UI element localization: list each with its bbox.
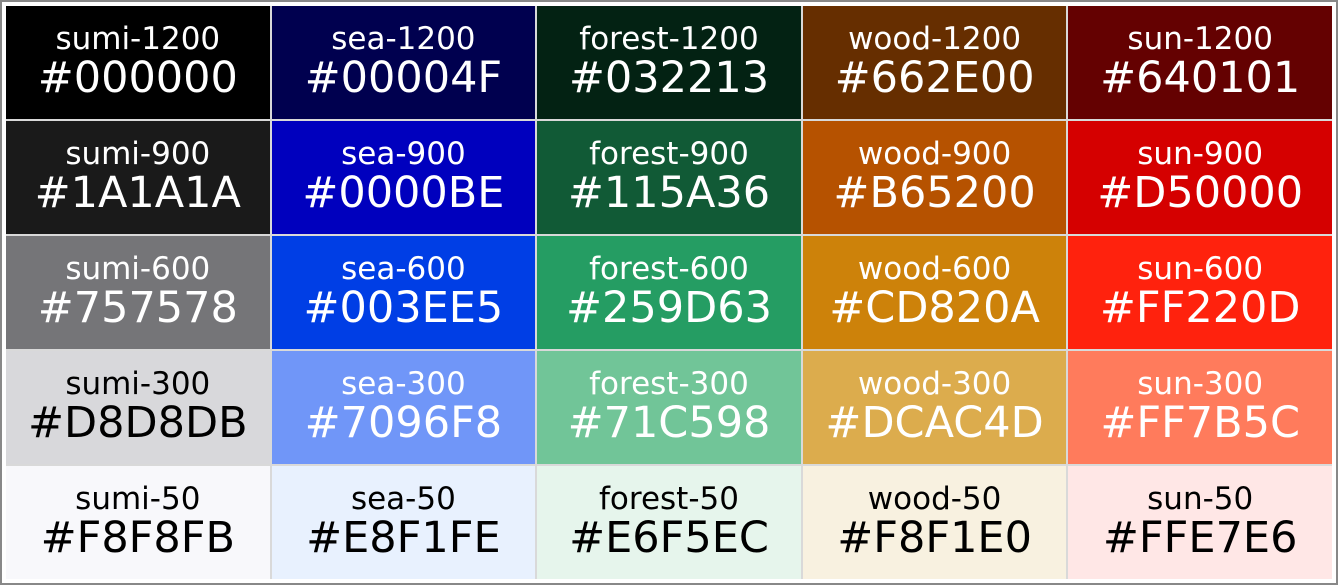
swatch-hex: #F8F8FB bbox=[40, 513, 236, 564]
swatch-sumi-900: sumi-900 #1A1A1A bbox=[6, 121, 270, 234]
swatch-sumi-1200: sumi-1200 #000000 bbox=[6, 6, 270, 119]
swatch-wood-300: wood-300 #DCAC4D bbox=[802, 351, 1067, 464]
swatch-name: sumi-600 bbox=[65, 250, 211, 287]
swatch-name: sun-300 bbox=[1137, 365, 1264, 402]
swatch-sun-1200: sun-1200 #640101 bbox=[1068, 6, 1332, 119]
swatch-name: forest-1200 bbox=[579, 20, 759, 57]
swatch-name: forest-900 bbox=[589, 135, 749, 172]
swatch-name: sun-900 bbox=[1137, 135, 1264, 172]
swatch-hex: #E6F5EC bbox=[569, 513, 769, 564]
swatch-hex: #FF7B5C bbox=[1100, 398, 1301, 449]
swatch-wood-900: wood-900 #B65200 bbox=[802, 121, 1067, 234]
swatch-hex: #662E00 bbox=[834, 53, 1035, 104]
swatch-hex: #F8F1E0 bbox=[837, 513, 1032, 564]
swatch-hex: #7096F8 bbox=[304, 398, 503, 449]
swatch-sea-900: sea-900 #0000BE bbox=[271, 121, 536, 234]
swatch-sun-600: sun-600 #FF220D bbox=[1068, 236, 1332, 349]
swatch-hex: #000000 bbox=[37, 53, 238, 104]
swatch-name: sun-600 bbox=[1137, 250, 1264, 287]
swatch-hex: #00004F bbox=[304, 53, 503, 104]
swatch-forest-900: forest-900 #115A36 bbox=[537, 121, 801, 234]
swatch-name: sea-600 bbox=[341, 250, 466, 287]
swatch-sumi-50: sumi-50 #F8F8FB bbox=[6, 466, 270, 579]
swatch-hex: #FFE7E6 bbox=[1102, 513, 1298, 564]
swatch-hex: #DCAC4D bbox=[825, 398, 1044, 449]
swatch-name: wood-600 bbox=[857, 250, 1012, 287]
swatch-forest-300: forest-300 #71C598 bbox=[537, 351, 801, 464]
swatch-wood-1200: wood-1200 #662E00 bbox=[802, 6, 1067, 119]
swatch-hex: #1A1A1A bbox=[34, 168, 241, 219]
swatch-sun-50: sun-50 #FFE7E6 bbox=[1068, 466, 1332, 579]
swatch-name: sumi-300 bbox=[65, 365, 211, 402]
swatch-name: sun-1200 bbox=[1127, 20, 1273, 57]
swatch-name: forest-50 bbox=[599, 480, 739, 517]
swatch-name: sea-300 bbox=[341, 365, 466, 402]
swatch-hex: #003EE5 bbox=[303, 283, 504, 334]
swatch-forest-600: forest-600 #259D63 bbox=[537, 236, 801, 349]
swatch-name: wood-300 bbox=[857, 365, 1012, 402]
swatch-hex: #B65200 bbox=[833, 168, 1036, 219]
swatch-hex: #E8F1FE bbox=[306, 513, 501, 564]
swatch-name: sumi-50 bbox=[75, 480, 201, 517]
swatch-hex: #032213 bbox=[568, 53, 770, 104]
swatch-hex: #FF220D bbox=[1099, 283, 1301, 334]
color-swatch-grid: sumi-1200 #000000 sea-1200 #00004F fores… bbox=[6, 6, 1332, 579]
swatch-forest-1200: forest-1200 #032213 bbox=[537, 6, 801, 119]
swatch-hex: #D8D8DB bbox=[28, 398, 248, 449]
swatch-forest-50: forest-50 #E6F5EC bbox=[537, 466, 801, 579]
swatch-sea-50: sea-50 #E8F1FE bbox=[271, 466, 536, 579]
swatch-hex: #757578 bbox=[37, 283, 238, 334]
swatch-name: sumi-1200 bbox=[55, 20, 221, 57]
swatch-name: sea-50 bbox=[350, 480, 456, 517]
swatch-name: wood-50 bbox=[867, 480, 1002, 517]
swatch-name: sea-900 bbox=[341, 135, 466, 172]
swatch-name: forest-300 bbox=[589, 365, 749, 402]
swatch-sea-1200: sea-1200 #00004F bbox=[271, 6, 536, 119]
swatch-sun-900: sun-900 #D50000 bbox=[1068, 121, 1332, 234]
swatch-name: forest-600 bbox=[589, 250, 749, 287]
swatch-name: wood-1200 bbox=[848, 20, 1022, 57]
swatch-wood-600: wood-600 #CD820A bbox=[802, 236, 1067, 349]
swatch-wood-50: wood-50 #F8F1E0 bbox=[802, 466, 1067, 579]
swatch-name: sea-1200 bbox=[331, 20, 476, 57]
swatch-hex: #640101 bbox=[1100, 53, 1301, 104]
swatch-sumi-300: sumi-300 #D8D8DB bbox=[6, 351, 270, 464]
swatch-name: sun-50 bbox=[1147, 480, 1254, 517]
swatch-name: sumi-900 bbox=[65, 135, 211, 172]
swatch-sun-300: sun-300 #FF7B5C bbox=[1068, 351, 1332, 464]
swatch-hex: #0000BE bbox=[302, 168, 505, 219]
swatch-name: wood-900 bbox=[857, 135, 1012, 172]
swatch-sumi-600: sumi-600 #757578 bbox=[6, 236, 270, 349]
swatch-hex: #71C598 bbox=[567, 398, 771, 449]
swatch-hex: #115A36 bbox=[567, 168, 771, 219]
swatch-hex: #CD820A bbox=[829, 283, 1040, 334]
swatch-sea-600: sea-600 #003EE5 bbox=[271, 236, 536, 349]
swatch-hex: #259D63 bbox=[566, 283, 772, 334]
swatch-hex: #D50000 bbox=[1097, 168, 1304, 219]
swatch-sea-300: sea-300 #7096F8 bbox=[271, 351, 536, 464]
